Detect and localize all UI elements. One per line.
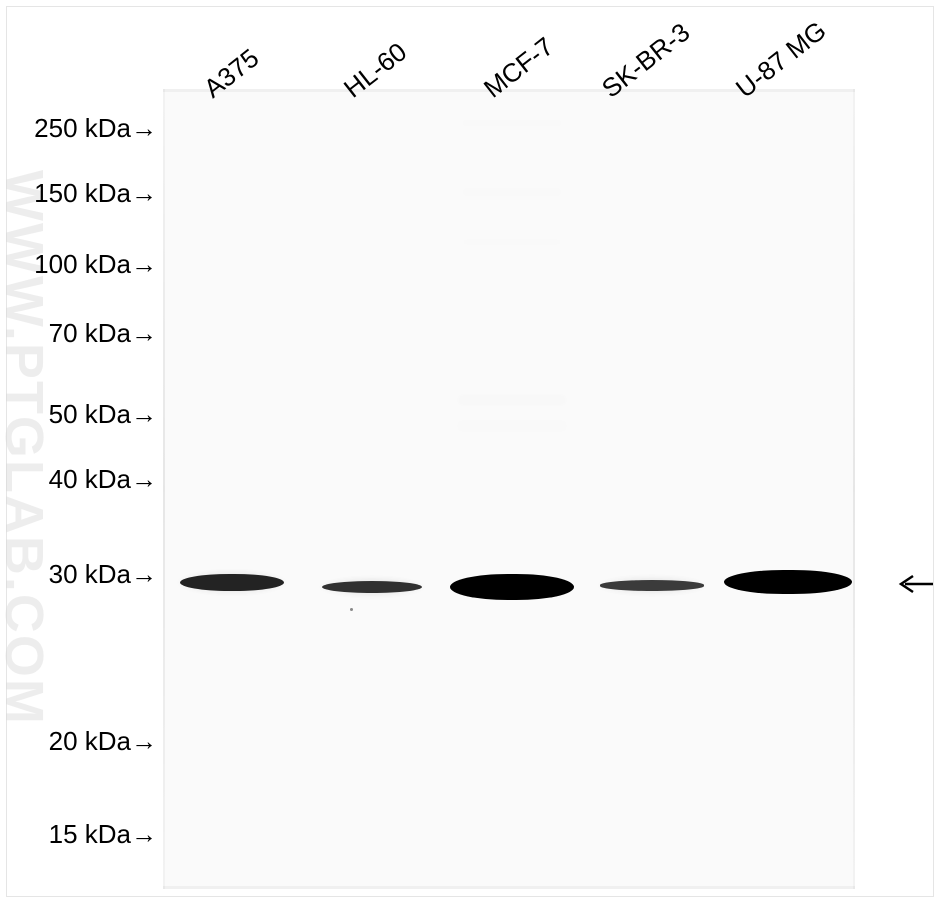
mw-marker: 100 kDa→ [34,249,157,280]
nonspecific-band [457,420,567,432]
mw-marker: 30 kDa→ [49,559,157,590]
nonspecific-band [457,394,567,406]
blot-membrane [163,89,855,889]
mw-marker: 50 kDa→ [49,399,157,430]
mw-marker: 150 kDa→ [34,178,157,209]
mw-marker: 250 kDa→ [34,113,157,144]
western-blot-figure: WWW.PTGLAB.COM A375HL-60MCF-7SK-BR-3U-87… [0,0,940,903]
band-mcf-7 [450,574,574,600]
band-u-87-mg [724,570,852,594]
band-sk-br-3 [600,580,704,591]
nonspecific-band [462,119,562,127]
mw-marker: 40 kDa→ [49,464,157,495]
artifact-speck [350,608,353,611]
nonspecific-band [462,238,562,246]
mw-marker: 70 kDa→ [49,318,157,349]
mw-marker: 15 kDa→ [49,819,157,850]
mw-marker: 20 kDa→ [49,726,157,757]
band-a375 [180,574,284,591]
nonspecific-band [462,187,562,197]
membrane-bottom-edge [163,886,855,889]
target-band-arrow [895,572,935,596]
band-hl-60 [322,581,422,593]
